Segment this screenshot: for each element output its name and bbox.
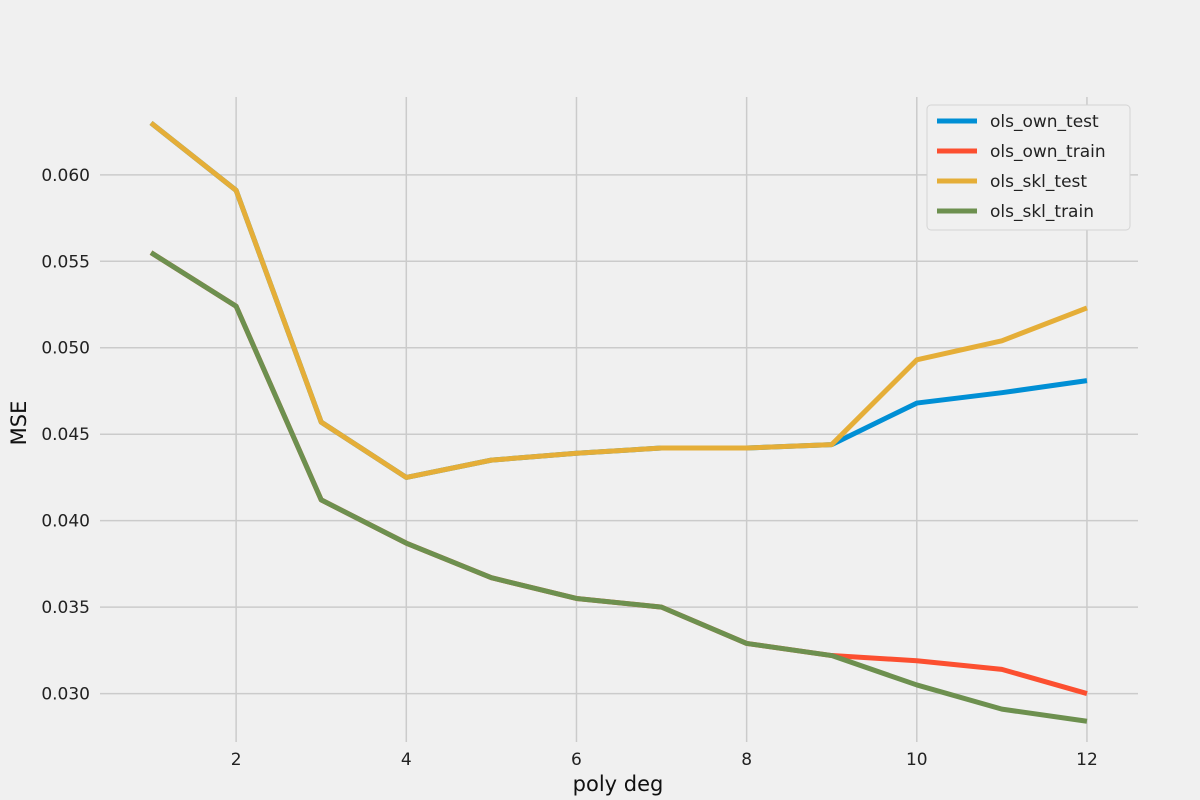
- y-tick-label: 0.055: [41, 252, 90, 272]
- x-tick-labels: 2 4 6 8 10 12: [231, 750, 1098, 770]
- y-tick-label: 0.045: [41, 425, 90, 445]
- legend-label: ols_own_train: [990, 142, 1106, 162]
- y-tick-label: 0.030: [41, 685, 90, 705]
- x-tick-label: 10: [906, 750, 928, 770]
- y-tick-label: 0.040: [41, 512, 90, 532]
- legend-box: [926, 104, 1131, 231]
- series-line-ols-skl-train: [149, 250, 1088, 724]
- x-tick-label: 4: [401, 750, 412, 770]
- legend: ols_own_test ols_own_train ols_skl_testols…: [926, 104, 1131, 231]
- legend-label: ols_skl_train: [990, 202, 1094, 222]
- x-tick-label: 8: [741, 750, 752, 770]
- x-tick-label: 12: [1076, 750, 1098, 770]
- series-line-ols-skl-test: [149, 120, 1088, 480]
- y-axis-label: MSE: [7, 401, 31, 446]
- legend-label: ols_skl_test: [990, 172, 1087, 192]
- y-tick-label: 0.060: [41, 166, 90, 186]
- legend-label: ols_own_test: [990, 112, 1099, 132]
- x-axis-label: poly deg: [573, 772, 664, 796]
- x-tick-label: 2: [231, 750, 242, 770]
- y-tick-label: 0.050: [41, 339, 90, 359]
- y-tick-label: 0.035: [41, 598, 90, 618]
- y-tick-labels: 0.030 0.035 0.040 0.045 0.050 0.055 0.060: [41, 166, 90, 705]
- series-lines: [149, 120, 1088, 724]
- x-tick-label: 6: [571, 750, 582, 770]
